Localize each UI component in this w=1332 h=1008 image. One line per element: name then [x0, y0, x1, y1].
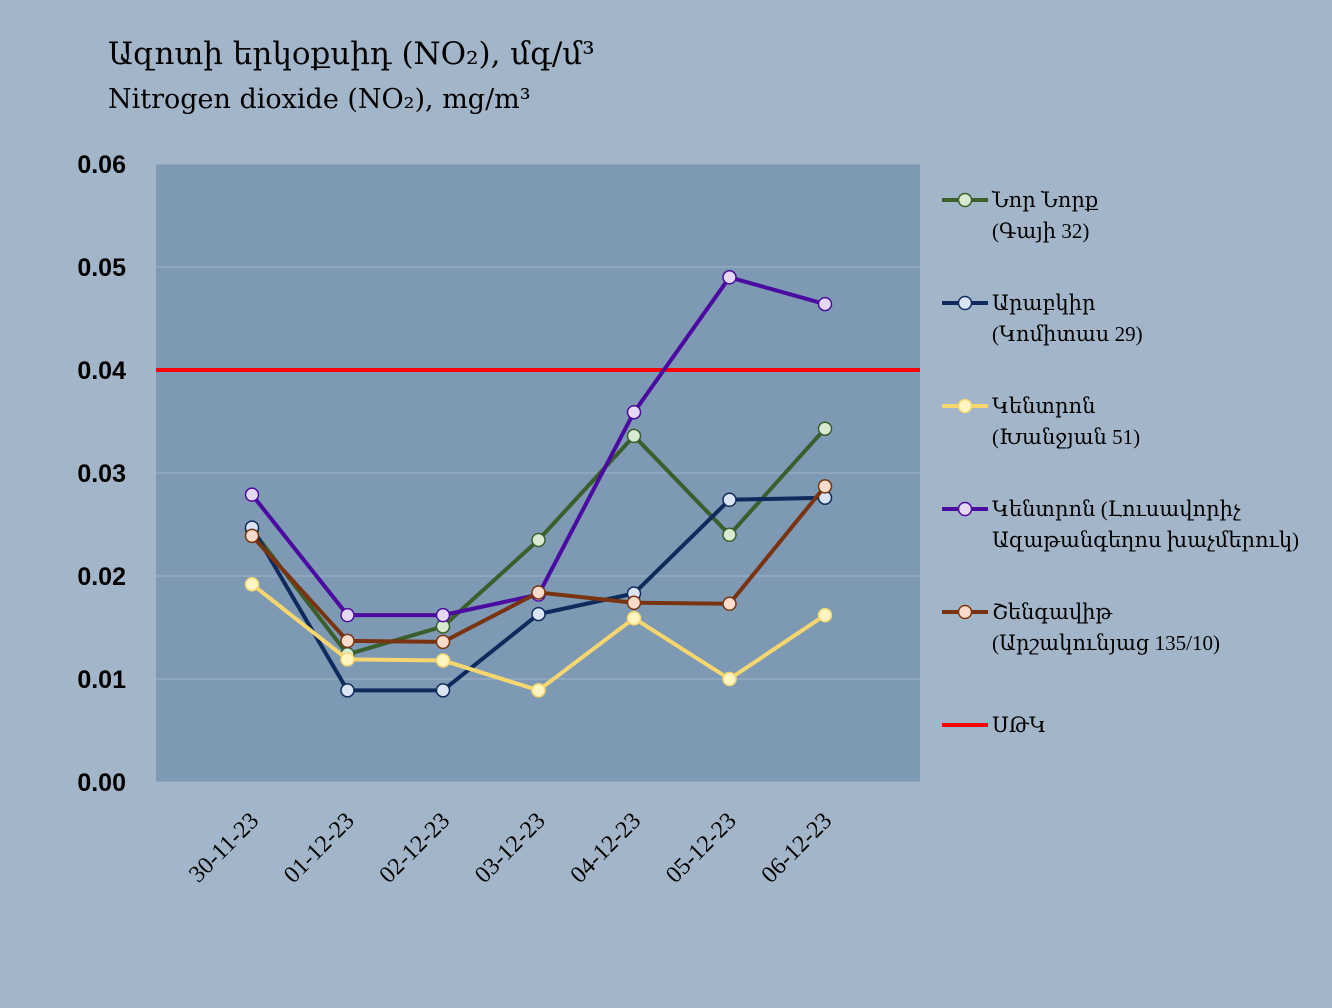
chart-title: Ազոտի երկօքսիդ (NO₂), մգ/մ³ — [108, 36, 595, 72]
x-axis-ticks: 30-11-23 01-12-23 02-12-23 03-12-23 04-12-23… — [184, 808, 837, 889]
data-point — [435, 634, 451, 650]
legend-label: Կենտրոն (Լուսավորիչ — [992, 497, 1241, 521]
legend-label-detail: (Կոմիտաս 29) — [992, 322, 1143, 346]
data-point — [340, 652, 355, 667]
series-3 — [244, 576, 833, 698]
legend-item: Նոր Նորք (Գայի 32) — [942, 188, 1099, 243]
data-point — [722, 527, 737, 543]
data-point — [244, 576, 260, 592]
series-5 — [244, 479, 833, 650]
data-point — [340, 633, 355, 649]
data-point — [435, 683, 451, 698]
data-point — [435, 607, 451, 623]
x-tick-label: 30-11-23 — [184, 808, 264, 888]
legend-label: Շենգավիթ — [992, 600, 1112, 624]
x-tick-label: 04-12-23 — [566, 808, 647, 889]
y-tick-label: 0.03 — [77, 460, 126, 488]
data-point — [722, 270, 737, 285]
y-tick-label: 0.06 — [77, 151, 126, 179]
data-point — [435, 653, 451, 668]
legend-swatch-marker — [957, 295, 973, 311]
data-point — [340, 607, 355, 623]
legend-swatch-marker — [957, 398, 973, 414]
gridlines — [156, 163, 920, 783]
x-tick-label: 05-12-23 — [661, 808, 742, 889]
y-tick-label: 0.00 — [77, 769, 126, 797]
chart-subtitle: Nitrogen dioxide (NO₂), mg/m³ — [108, 84, 531, 115]
data-point — [531, 532, 546, 548]
data-point — [340, 683, 355, 698]
data-point — [817, 479, 833, 494]
x-tick-label: 01-12-23 — [279, 808, 360, 889]
data-point — [722, 671, 737, 687]
legend-item: Կենտրոն (Խանջյան 51) — [942, 394, 1140, 449]
data-point — [817, 296, 833, 312]
data-point — [531, 606, 546, 622]
y-tick-label: 0.01 — [77, 666, 126, 694]
data-point — [817, 607, 833, 623]
series-2 — [244, 490, 833, 698]
legend-label: Նոր Նորք — [991, 188, 1099, 212]
y-tick-label: 0.05 — [77, 254, 126, 282]
data-point — [626, 610, 642, 626]
legend-label-detail: Ազաթանգեղոս խաչմերուկ) — [992, 528, 1299, 552]
series-layer — [244, 270, 833, 698]
x-tick-label: 03-12-23 — [470, 808, 551, 889]
data-point — [722, 492, 737, 508]
y-axis-ticks: 0.00 0.01 0.02 0.03 0.04 0.05 0.06 — [77, 151, 126, 797]
data-point — [626, 428, 642, 444]
x-tick-label: 02-12-23 — [375, 808, 456, 889]
legend-label: ՍԹԿ — [992, 713, 1046, 737]
y-tick-label: 0.04 — [77, 357, 126, 385]
legend-label-detail: (Արշակունյաց 135/10) — [992, 631, 1220, 655]
legend-swatch-marker — [957, 501, 973, 517]
x-tick-label: 06-12-23 — [757, 808, 838, 889]
legend-swatch-marker — [957, 604, 973, 620]
legend-item: Կենտրոն (Լուսավորիչ Ազաթանգեղոս խաչմերուկ… — [942, 497, 1299, 552]
legend-label-detail: (Գայի 32) — [992, 219, 1089, 243]
legend-label: Կենտրոն — [992, 394, 1095, 418]
data-point — [722, 596, 737, 612]
legend-label: Արաբկիր — [992, 291, 1095, 315]
y-tick-label: 0.02 — [77, 563, 126, 591]
legend-item: Արաբկիր (Կոմիտաս 29) — [942, 291, 1143, 346]
data-point — [531, 683, 546, 698]
data-point — [817, 421, 833, 436]
data-point — [626, 404, 642, 420]
data-point — [244, 528, 260, 544]
legend-label-detail: (Խանջյան 51) — [992, 425, 1140, 449]
legend-item-limit: ՍԹԿ — [942, 713, 1046, 737]
data-point — [626, 595, 642, 611]
data-point — [531, 585, 546, 600]
legend: Նոր Նորք (Գայի 32) Արաբկիր (Կոմիտաս 29) Կենտ… — [942, 188, 1299, 737]
data-point — [244, 487, 260, 502]
legend-swatch-marker — [957, 192, 973, 208]
legend-item: Շենգավիթ (Արշակունյաց 135/10) — [942, 600, 1220, 655]
